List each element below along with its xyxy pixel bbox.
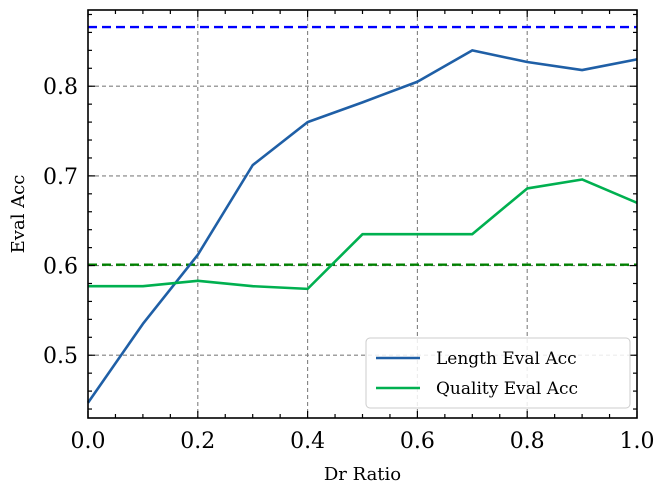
x-tick-label: 1.0 — [620, 429, 655, 454]
legend: Length Eval Acc Quality Eval Acc — [365, 337, 631, 409]
legend-box — [365, 337, 631, 409]
legend-label-quality: Quality Eval Acc — [436, 379, 578, 399]
x-tick-label: 0.4 — [290, 429, 325, 454]
reference-lines — [88, 25, 637, 266]
y-tick-label: 0.6 — [43, 255, 78, 280]
y-tick-label: 0.7 — [43, 165, 78, 190]
tick-labels: 0.0 0.2 0.4 0.6 0.8 1.0 0.5 0.6 0.7 0.8 — [43, 75, 655, 454]
x-tick-label: 0.6 — [400, 429, 435, 454]
legend-label-length: Length Eval Acc — [436, 349, 577, 369]
y-tick-label: 0.8 — [43, 75, 78, 100]
series-layer — [86, 49, 638, 404]
y-tick-label: 0.5 — [43, 344, 78, 369]
y-axis-label: Eval Acc — [8, 175, 29, 254]
x-axis-label: Dr Ratio — [324, 464, 401, 485]
x-tick-label: 0.0 — [71, 429, 106, 454]
x-tick-label: 0.2 — [180, 429, 215, 454]
x-tick-label: 0.8 — [510, 429, 545, 454]
tick-marks — [87, 10, 638, 418]
